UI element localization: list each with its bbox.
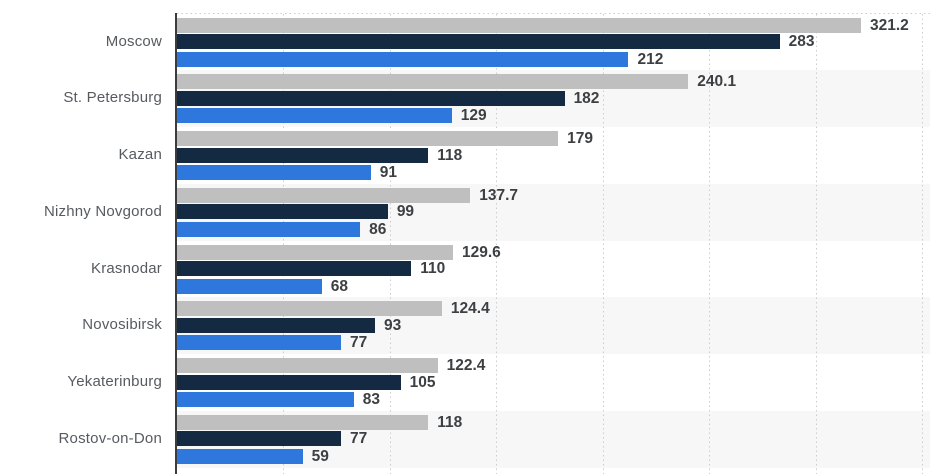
category-label: St. Petersburg — [63, 89, 162, 107]
value-label: 77 — [349, 430, 368, 448]
value-label: 182 — [573, 89, 600, 107]
bar-dark-navy — [177, 90, 565, 106]
bar-blue — [177, 448, 303, 464]
value-label: 93 — [384, 316, 402, 334]
value-label: 212 — [637, 50, 664, 68]
plot-top-border — [177, 12, 930, 14]
value-label: 240.1 — [697, 73, 737, 91]
gridline-vertical — [602, 13, 604, 474]
bar-dark-navy — [177, 317, 376, 333]
bar-blue — [177, 335, 341, 351]
gridline-vertical — [709, 13, 711, 474]
value-label: 110 — [420, 260, 446, 277]
bar-dark-navy — [177, 374, 401, 390]
value-label: 179 — [567, 130, 594, 147]
bar-gray — [177, 301, 442, 317]
value-label: 129 — [460, 107, 487, 125]
bar-blue — [177, 392, 354, 407]
gridline-vertical — [389, 13, 391, 474]
value-label: 86 — [369, 220, 387, 238]
category-label: Nizhny Novgorod — [43, 202, 162, 220]
bar-dark-navy — [177, 34, 780, 49]
value-label: 137.7 — [479, 186, 519, 204]
value-label: 68 — [330, 277, 349, 295]
bar-blue — [177, 165, 371, 180]
bar-dark-navy — [177, 431, 341, 447]
value-label: 122.4 — [446, 357, 486, 374]
value-label: 77 — [349, 334, 368, 352]
value-label: 83 — [362, 391, 380, 408]
value-label: 91 — [379, 164, 398, 181]
bar-blue — [177, 51, 629, 67]
value-label: 283 — [788, 33, 815, 50]
category-label: Moscow — [105, 32, 162, 50]
value-label: 321.2 — [870, 16, 909, 34]
value-label: 124.4 — [450, 300, 490, 318]
bar-gray — [177, 17, 861, 33]
gridline-vertical — [283, 13, 285, 474]
bar-gray — [177, 131, 559, 146]
gridline-vertical — [922, 13, 924, 474]
y-axis-line — [175, 12, 177, 474]
bar-blue — [177, 108, 452, 124]
category-label: Yekaterinburg — [67, 373, 162, 390]
bar-blue — [177, 221, 361, 237]
bar-dark-navy — [177, 147, 429, 163]
value-label: 118 — [437, 146, 463, 164]
gridline-vertical — [815, 13, 817, 474]
bar-gray — [177, 187, 471, 203]
value-label: 99 — [396, 203, 415, 221]
value-label: 105 — [409, 373, 436, 391]
value-label: 59 — [311, 447, 329, 465]
bar-blue — [177, 278, 322, 294]
bar-gray — [177, 358, 438, 373]
category-label: Krasnodar — [90, 259, 162, 277]
category-label: Kazan — [118, 146, 162, 163]
value-label: 129.6 — [461, 243, 501, 261]
bar-dark-navy — [177, 261, 412, 276]
bar-gray — [177, 244, 453, 260]
gridline-vertical — [496, 13, 498, 474]
bar-gray — [177, 74, 689, 90]
value-label: 118 — [437, 413, 463, 431]
category-label: Rostov-on-Don — [58, 429, 162, 447]
bar-gray — [177, 414, 429, 430]
bar-dark-navy — [177, 204, 388, 220]
category-label: Novosibirsk — [82, 316, 162, 334]
